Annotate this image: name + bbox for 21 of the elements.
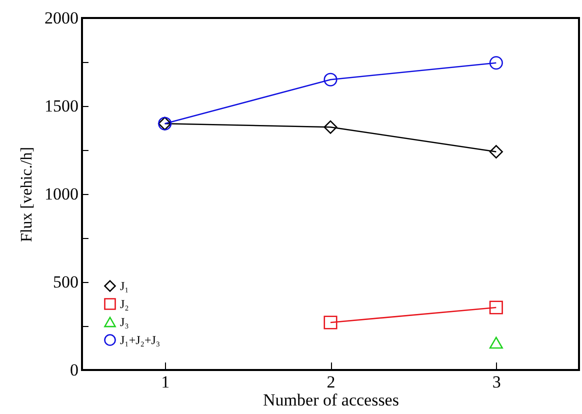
legend-label: J₂ [120,297,129,311]
legend-label: J₃ [120,315,129,329]
legend-label: J₁+J₂+J₃ [120,333,160,347]
y-axis-title: Flux [vehic./h] [18,146,36,242]
x-axis-title: Number of accesses [263,390,399,410]
x-tick-label: 1 [161,372,170,392]
x-tick-label: 2 [326,372,336,392]
x-tick-label: 3 [492,372,501,392]
y-tick-label: 500 [53,272,78,292]
point [489,144,503,159]
y-tick-label: 1500 [44,96,78,116]
point [489,300,503,314]
point [489,336,503,349]
point [489,56,503,70]
y-tick-label: 1000 [44,184,78,204]
legend-label: J₁ [120,279,129,293]
y-tick-label: 0 [70,360,78,380]
y-tick-label: 2000 [44,8,78,28]
point [324,72,338,86]
point [324,120,338,134]
point [324,316,338,330]
